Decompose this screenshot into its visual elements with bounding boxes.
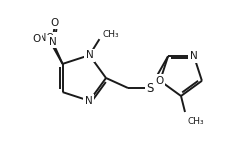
Text: O: O (32, 34, 40, 44)
Text: NO₂: NO₂ (39, 33, 58, 43)
Text: O: O (154, 76, 162, 86)
Text: N: N (189, 51, 197, 61)
Text: N: N (84, 96, 92, 106)
Text: CH₃: CH₃ (187, 117, 204, 126)
Text: S: S (146, 81, 153, 94)
Text: CH₃: CH₃ (102, 30, 119, 39)
Text: O: O (50, 18, 58, 28)
Text: N: N (49, 37, 56, 47)
Text: N: N (85, 50, 93, 60)
